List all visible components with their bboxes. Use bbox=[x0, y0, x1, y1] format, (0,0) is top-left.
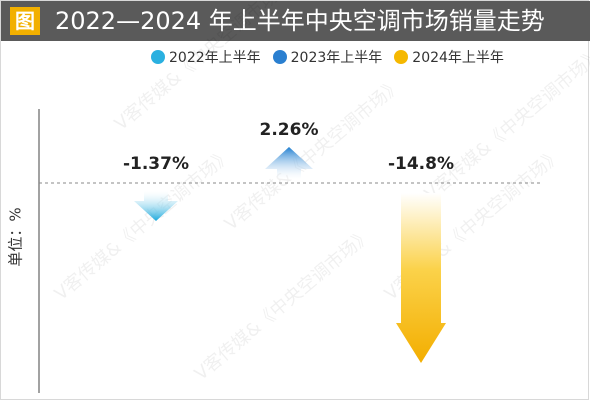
data-label-2024年上半年: -14.8% bbox=[388, 154, 454, 174]
data-label-2022年上半年: -1.37% bbox=[123, 154, 189, 174]
watermark-text: V客传媒&《中央空调市场》 bbox=[221, 75, 406, 235]
legend-item-2024: 2024年上半年 bbox=[394, 47, 504, 67]
legend: 2022年上半年 2023年上半年 2024年上半年 bbox=[151, 47, 504, 67]
data-label-2023年上半年: 2.26% bbox=[260, 120, 319, 140]
legend-label-2024: 2024年上半年 bbox=[412, 50, 504, 66]
watermark-text: V客传媒&《中央空调市场》 bbox=[421, 45, 590, 205]
chart-title: 2022—2024 年上半年中央空调市场销量走势 bbox=[55, 7, 545, 35]
title-bar: 图 2022—2024 年上半年中央空调市场销量走势 bbox=[1, 1, 590, 41]
watermark-layer: V客传媒&《中央空调市场》V客传媒&《中央空调市场》V客传媒&《中央空调市场》V… bbox=[51, 1, 590, 385]
bar-2024年上半年 bbox=[396, 193, 446, 363]
legend-label-2023: 2023年上半年 bbox=[290, 50, 383, 66]
bar-2022年上半年 bbox=[134, 191, 178, 221]
legend-dot-2023 bbox=[272, 50, 287, 64]
legend-label-2022: 2022年上半年 bbox=[169, 50, 261, 66]
bar-marks: -1.37% 2.26% -14.8% bbox=[123, 120, 454, 363]
legend-dot-2022 bbox=[151, 50, 165, 64]
figure-badge: 图 bbox=[10, 7, 40, 35]
legend-dot-2024 bbox=[394, 50, 409, 64]
legend-item-2022: 2022年上半年 bbox=[151, 47, 261, 67]
bar-2023年上半年 bbox=[265, 147, 313, 179]
watermark-text: V客传媒&《中央空调市场》 bbox=[111, 1, 296, 135]
watermark-text: V客传媒&《中央空调市场》 bbox=[191, 225, 376, 385]
legend-item-2023: 2023年上半年 bbox=[272, 47, 383, 67]
